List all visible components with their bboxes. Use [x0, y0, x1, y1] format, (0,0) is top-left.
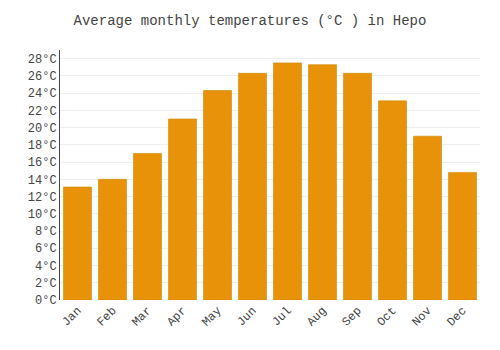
svg-text:0°C: 0°C [35, 294, 57, 308]
svg-text:Jan: Jan [59, 304, 84, 329]
svg-text:4°C: 4°C [35, 260, 57, 274]
svg-text:20°C: 20°C [28, 122, 57, 136]
svg-text:10°C: 10°C [28, 208, 57, 222]
svg-text:Dec: Dec [444, 304, 469, 329]
svg-text:18°C: 18°C [28, 139, 57, 153]
svg-text:Jun: Jun [234, 304, 259, 329]
svg-text:8°C: 8°C [35, 225, 57, 239]
svg-text:24°C: 24°C [28, 87, 57, 101]
svg-text:Oct: Oct [374, 304, 399, 329]
svg-text:Nov: Nov [409, 304, 434, 329]
svg-text:2°C: 2°C [35, 277, 57, 291]
svg-text:26°C: 26°C [28, 70, 57, 84]
svg-text:May: May [199, 304, 224, 329]
svg-text:Average monthly temperatures (: Average monthly temperatures (°C ) in He… [74, 13, 427, 29]
svg-text:14°C: 14°C [28, 174, 57, 188]
svg-text:Feb: Feb [94, 304, 119, 329]
svg-text:Mar: Mar [129, 304, 154, 329]
svg-text:28°C: 28°C [28, 53, 57, 67]
svg-text:22°C: 22°C [28, 105, 57, 119]
svg-text:Apr: Apr [164, 304, 189, 329]
svg-text:Sep: Sep [339, 304, 364, 329]
svg-text:Jul: Jul [269, 304, 294, 329]
svg-text:16°C: 16°C [28, 156, 57, 170]
svg-text:6°C: 6°C [35, 242, 57, 256]
svg-text:Aug: Aug [304, 304, 329, 329]
svg-text:12°C: 12°C [28, 191, 57, 205]
